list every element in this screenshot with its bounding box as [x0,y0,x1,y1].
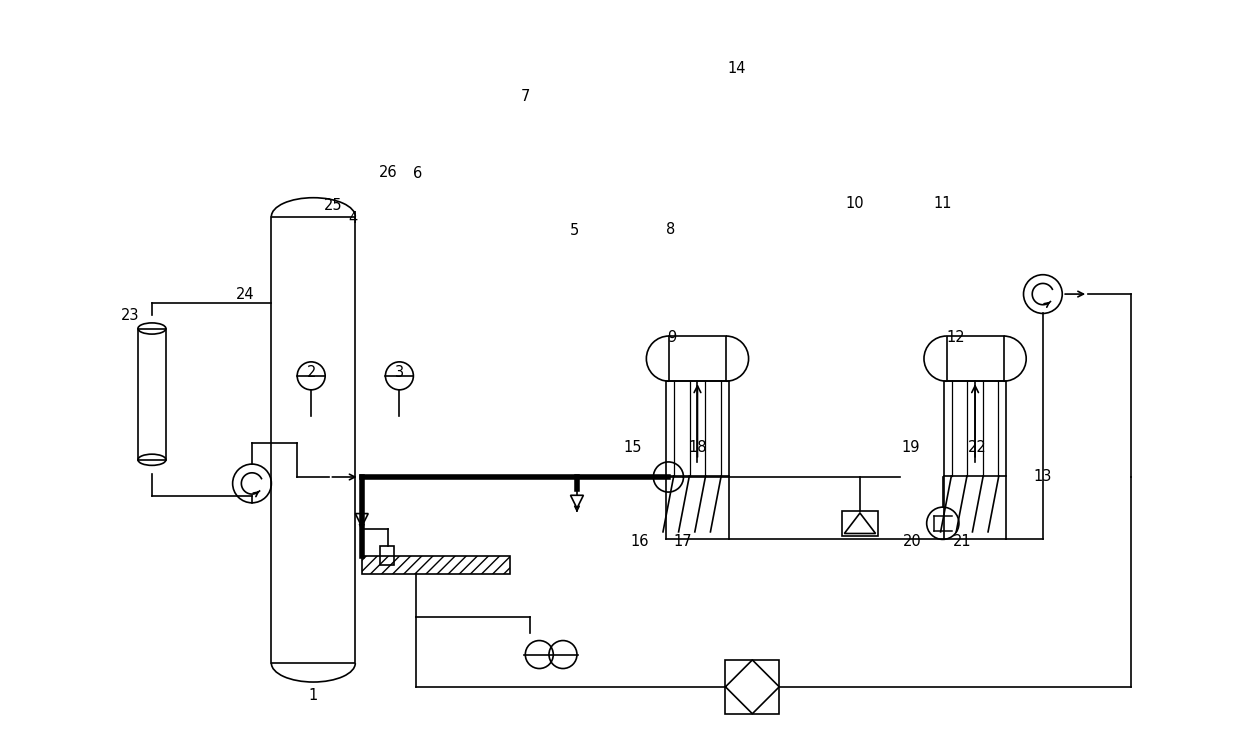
Bar [944,381,1007,476]
Text: 22: 22 [968,441,987,455]
Bar [668,336,725,381]
Text: 18: 18 [688,441,707,455]
Text: 19: 19 [901,441,920,455]
Text: 11: 11 [934,197,952,211]
Bar [725,660,779,714]
Text: 24: 24 [237,287,255,302]
Bar [138,329,166,460]
Text: 16: 16 [630,534,649,549]
Text: 9: 9 [667,330,676,345]
Text: 12: 12 [946,330,965,345]
Text: 20: 20 [903,534,923,549]
Text: 13: 13 [1034,469,1052,485]
Text: 3: 3 [394,365,404,380]
Text: 6: 6 [413,166,423,181]
Text: 14: 14 [727,60,745,76]
Text: 1: 1 [309,688,317,703]
Text: 26: 26 [379,165,398,180]
Text: 2: 2 [306,365,316,380]
Bar [272,217,356,663]
Bar [379,546,394,565]
Bar [362,556,510,574]
Text: 17: 17 [673,534,692,549]
Text: 15: 15 [624,441,642,455]
Text: 23: 23 [122,308,140,323]
Text: 21: 21 [952,534,971,549]
Text: 5: 5 [570,223,579,238]
Bar [946,336,1003,381]
Text: 10: 10 [846,197,864,211]
Bar [666,381,729,476]
Text: 8: 8 [666,222,676,237]
Text: 7: 7 [521,88,529,104]
Text: 25: 25 [324,198,342,213]
Bar [842,511,878,536]
Text: 4: 4 [348,211,358,226]
